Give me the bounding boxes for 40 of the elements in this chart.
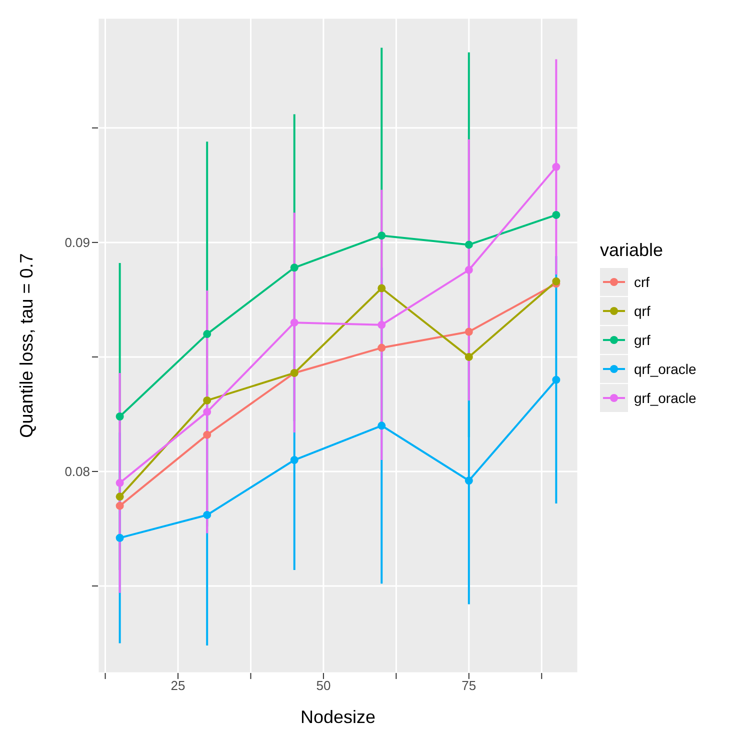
- point: [203, 330, 212, 338]
- point: [116, 492, 124, 501]
- point: [552, 277, 560, 286]
- point: [464, 240, 473, 249]
- legend-label: qrf_oracle: [634, 360, 696, 376]
- point: [116, 534, 124, 542]
- point: [116, 478, 124, 487]
- point: [290, 456, 298, 464]
- point: [552, 376, 560, 384]
- y-axis-title: Quantile loss, tau = 0.7: [16, 253, 36, 438]
- legend-label: grf: [634, 332, 650, 348]
- x-tick-label: 75: [462, 678, 476, 694]
- point: [290, 264, 298, 272]
- legend-label: qrf: [634, 302, 650, 318]
- point: [203, 408, 212, 416]
- point: [552, 162, 560, 171]
- point: [464, 352, 473, 361]
- point: [378, 232, 386, 240]
- point: [116, 412, 124, 420]
- point: [203, 510, 212, 519]
- point: [378, 320, 386, 329]
- legend-title: variable: [600, 240, 664, 261]
- point: [378, 344, 386, 352]
- legend-label: grf_oracle: [634, 390, 696, 406]
- x-tick-label: 50: [316, 678, 331, 694]
- y-tick-label: 0.09: [64, 235, 90, 250]
- point: [378, 284, 386, 292]
- point: [464, 328, 473, 336]
- point: [203, 396, 212, 404]
- point: [464, 266, 473, 274]
- point: [290, 318, 298, 327]
- x-tick-label: 25: [170, 678, 186, 694]
- point: [378, 422, 386, 430]
- x-axis-title: Nodesize: [300, 707, 376, 727]
- y-tick-label: 0.08: [64, 464, 90, 480]
- legend-label: crf: [634, 274, 650, 290]
- point: [552, 210, 560, 219]
- point: [116, 502, 124, 510]
- point: [203, 430, 212, 439]
- point: [464, 476, 473, 485]
